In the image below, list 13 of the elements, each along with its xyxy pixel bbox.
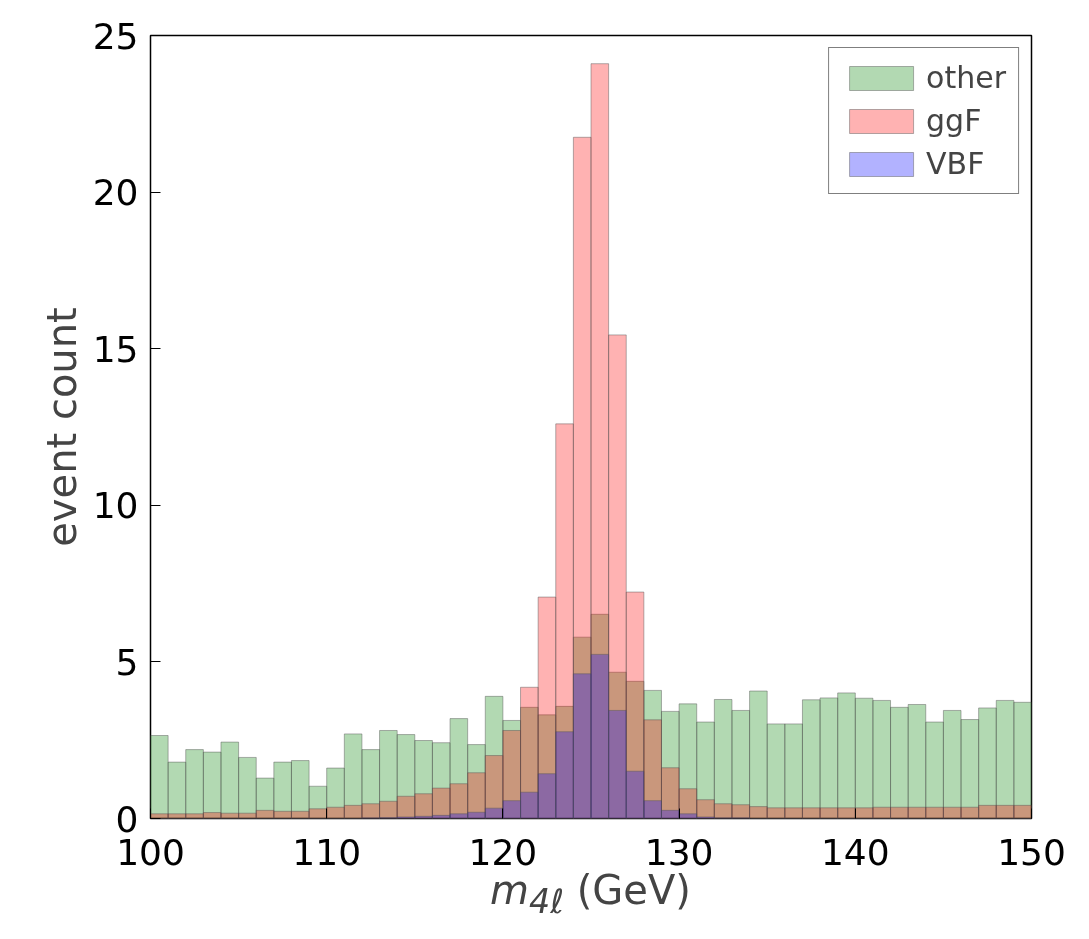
legend-label: ggF xyxy=(926,103,982,138)
x-tick-label: 140 xyxy=(820,831,890,873)
y-tick-label: 0 xyxy=(115,798,139,840)
x-tick-label: 110 xyxy=(292,831,362,873)
y-tick-label: 10 xyxy=(92,485,139,527)
y-axis-title: event count xyxy=(38,307,85,547)
legend-label: VBF xyxy=(926,146,985,181)
y-tick-label: 20 xyxy=(92,172,139,214)
y-tick-label: 25 xyxy=(92,15,139,57)
legend-label: other xyxy=(926,60,1006,95)
y-tick-label: 15 xyxy=(92,328,139,370)
x-tick-label: 150 xyxy=(997,831,1066,873)
y-tick-label: 5 xyxy=(115,641,139,683)
